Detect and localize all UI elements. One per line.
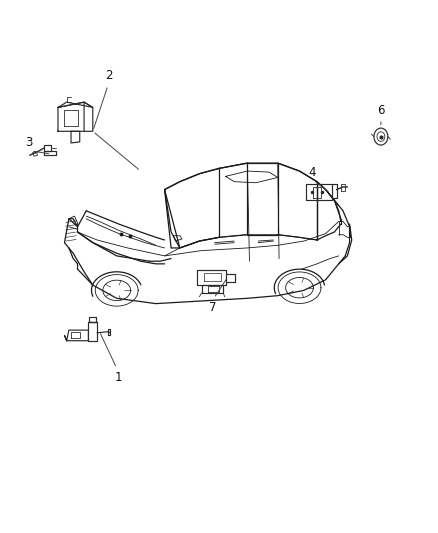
Text: 7: 7 [209,302,216,314]
Text: 3: 3 [25,136,32,149]
Text: 6: 6 [378,104,385,117]
Text: 1: 1 [114,372,122,384]
Text: 2: 2 [105,69,112,82]
Text: 4: 4 [308,166,315,179]
